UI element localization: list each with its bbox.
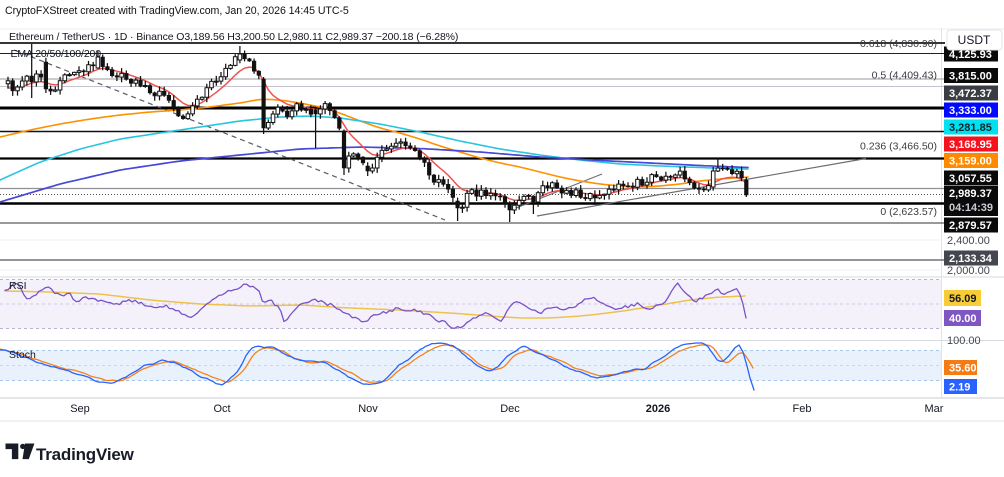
svg-text:Oct: Oct: [213, 403, 230, 415]
svg-text:RSI: RSI: [9, 280, 27, 292]
svg-text:3,281.85: 3,281.85: [949, 122, 992, 134]
svg-text:0.618 (4,830.90): 0.618 (4,830.90): [860, 38, 937, 50]
svg-text:Feb: Feb: [793, 403, 812, 415]
svg-text:3,333.00: 3,333.00: [949, 105, 992, 117]
svg-text:3,815.00: 3,815.00: [949, 71, 992, 83]
svg-text:0 (2,623.57): 0 (2,623.57): [880, 206, 937, 218]
svg-text:Sep: Sep: [70, 403, 90, 415]
svg-text:2,989.37: 2,989.37: [949, 188, 992, 200]
svg-text:2026: 2026: [646, 403, 670, 415]
svg-text:3,472.37: 3,472.37: [949, 88, 992, 100]
svg-text:EMA 20/50/100/200: EMA 20/50/100/200: [11, 48, 102, 60]
svg-text:3,168.95: 3,168.95: [949, 139, 992, 151]
svg-text:3,057.55: 3,057.55: [949, 173, 992, 185]
svg-text:Ethereum / TetherUS · 1D · Bin: Ethereum / TetherUS · 1D · Binance O3,18…: [9, 31, 458, 43]
svg-text:100.00: 100.00: [947, 335, 981, 347]
svg-text:Stoch: Stoch: [9, 349, 36, 361]
svg-text:Nov: Nov: [358, 403, 378, 415]
svg-text:40.00: 40.00: [949, 313, 977, 325]
svg-text:2,133.34: 2,133.34: [949, 253, 993, 265]
svg-text:0.236 (3,466.50): 0.236 (3,466.50): [860, 141, 937, 153]
svg-text:CryptoFXStreet created with Tr: CryptoFXStreet created with TradingView.…: [5, 5, 349, 17]
svg-text:3,159.00: 3,159.00: [949, 156, 992, 168]
svg-text:04:14:39: 04:14:39: [949, 202, 993, 214]
svg-text:0.5 (4,409.43): 0.5 (4,409.43): [872, 70, 937, 82]
svg-text:Dec: Dec: [500, 403, 520, 415]
svg-text:2,879.57: 2,879.57: [949, 220, 992, 232]
svg-text:2,400.00: 2,400.00: [947, 235, 990, 247]
svg-text:USDT: USDT: [958, 33, 991, 47]
svg-text:2.19: 2.19: [949, 382, 970, 394]
svg-text:Mar: Mar: [925, 403, 944, 415]
svg-text:4,125.93: 4,125.93: [949, 49, 992, 61]
svg-text:35.60: 35.60: [949, 363, 977, 375]
svg-text:56.09: 56.09: [949, 293, 977, 305]
svg-text:2,000.00: 2,000.00: [947, 265, 990, 277]
svg-text:TradingView: TradingView: [36, 445, 135, 464]
